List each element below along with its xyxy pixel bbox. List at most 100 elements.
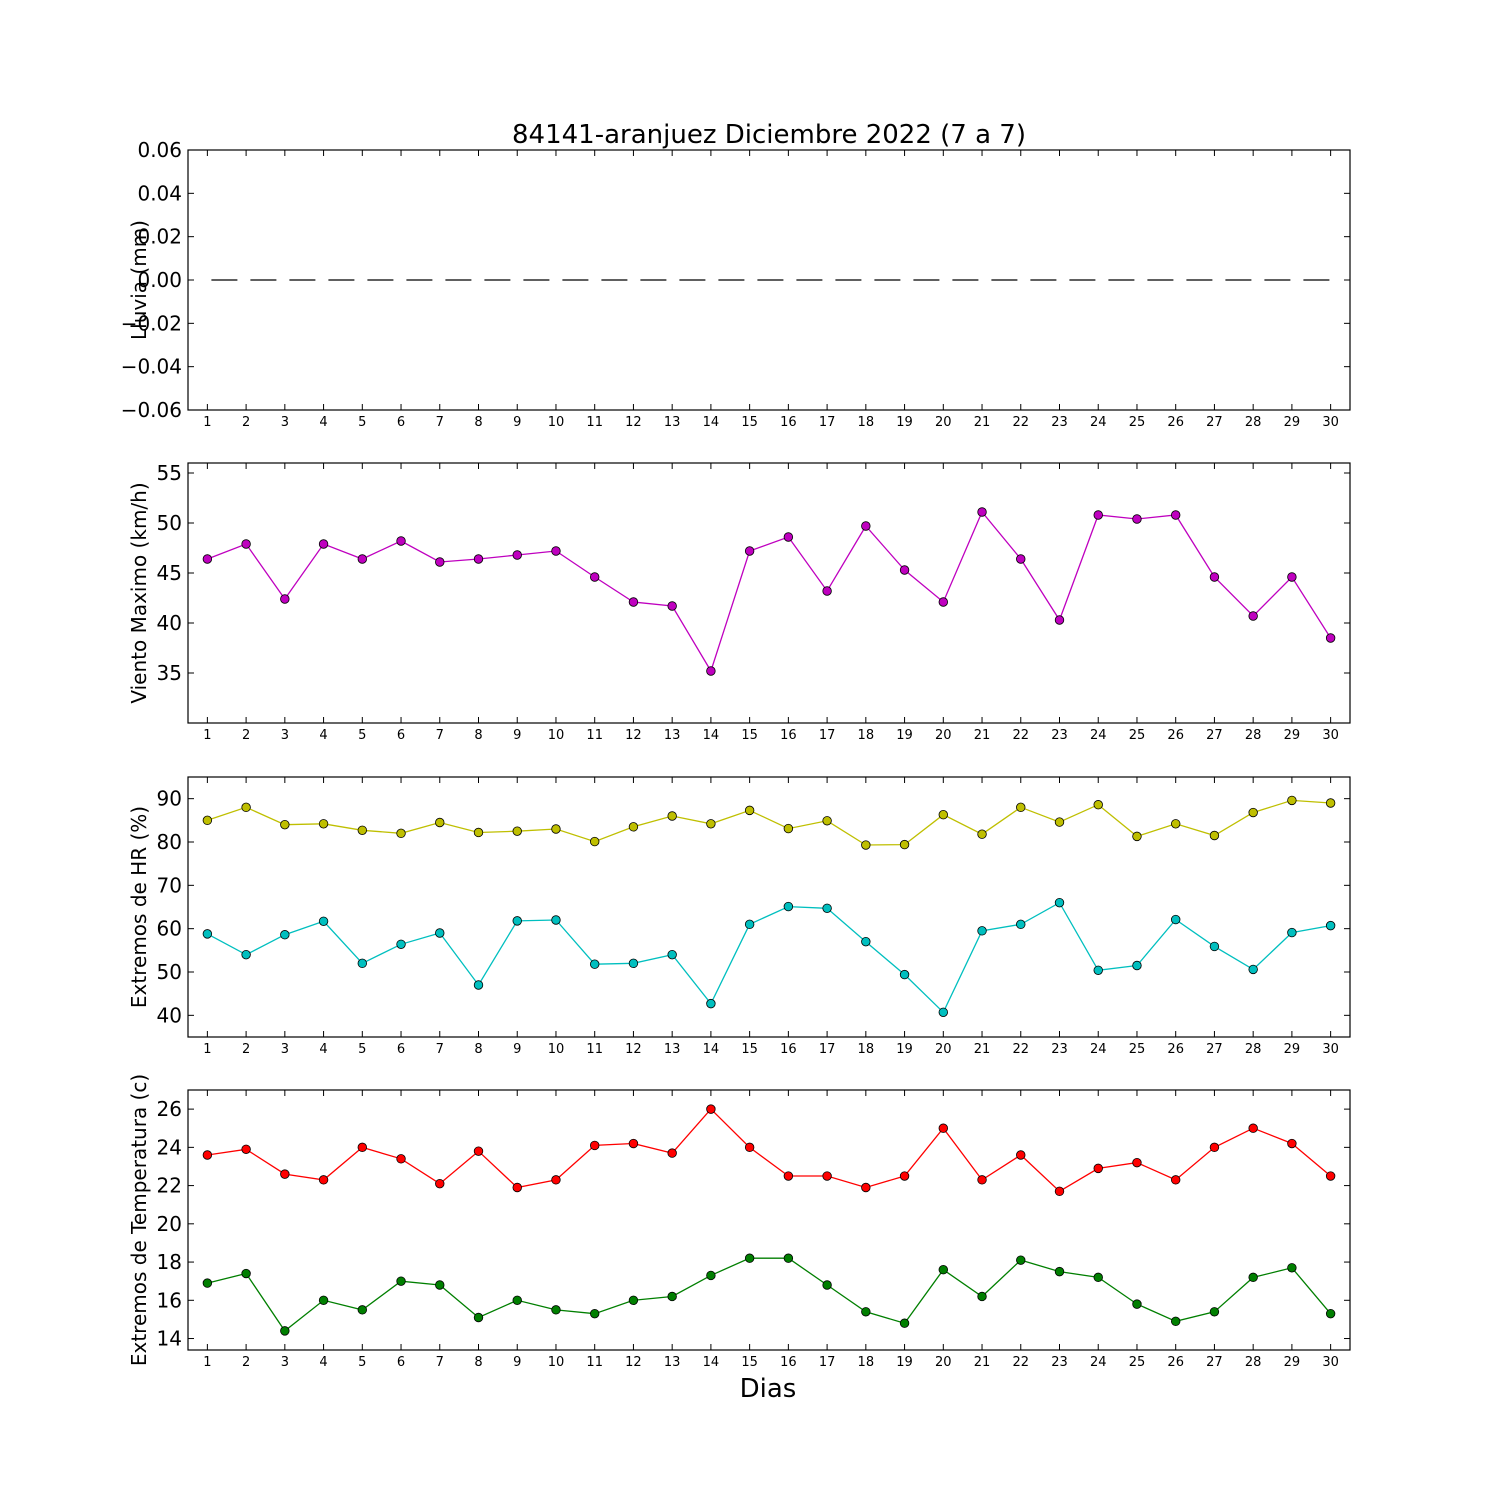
data-point	[357, 554, 368, 564]
y-tick-label: 80	[157, 830, 182, 854]
data-point	[202, 1150, 213, 1160]
x-tick-label: 26	[1167, 415, 1184, 430]
x-tick-label: 25	[1129, 1042, 1146, 1057]
x-tick-label: 10	[548, 1042, 565, 1057]
plot-frame	[187, 462, 1351, 724]
x-tick-label: 23	[1051, 415, 1068, 430]
x-tick-label: 15	[741, 1042, 758, 1057]
x-tick-label: 6	[397, 728, 405, 743]
x-tick-label: 1	[203, 1355, 211, 1370]
data-point	[590, 572, 600, 582]
data-point	[1209, 1142, 1220, 1153]
x-tick-label: 17	[819, 1355, 836, 1370]
data-point	[667, 811, 677, 821]
data-point	[1132, 1299, 1142, 1309]
data-point	[1287, 1138, 1297, 1149]
x-tick-label: 21	[974, 1042, 991, 1057]
x-tick-label: 27	[1206, 728, 1223, 743]
x-tick-label: 27	[1206, 1355, 1223, 1370]
data-point	[512, 1295, 522, 1305]
data-point	[744, 919, 755, 930]
data-point	[318, 1175, 329, 1185]
data-point	[1170, 819, 1181, 829]
x-tick-label: 29	[1284, 415, 1301, 430]
x-tick-label: 12	[625, 1355, 642, 1370]
data-point	[1209, 830, 1220, 841]
data-point	[1325, 1308, 1336, 1319]
x-tick-label: 18	[858, 1042, 875, 1057]
x-tick-label: 28	[1245, 415, 1262, 430]
data-point	[706, 1270, 716, 1281]
data-point	[861, 521, 871, 531]
y-axis-label: Lluvia (mm)	[127, 220, 151, 340]
data-point	[1132, 960, 1142, 971]
data-point	[706, 1104, 716, 1114]
x-tick-label: 6	[397, 1042, 405, 1057]
y-tick-label: 22	[157, 1174, 182, 1198]
y-tick-label: 50	[157, 511, 182, 535]
x-tick-label: 20	[935, 728, 952, 743]
data-point	[1016, 919, 1026, 930]
x-tick-label: 10	[548, 1355, 565, 1370]
panel-1: 0.060.040.020.00−0.02−0.04−0.061 2 3 4 5 6 7 8 9…	[121, 138, 1351, 430]
data-point	[1016, 802, 1026, 813]
x-tick-label: 18	[858, 728, 875, 743]
x-tick-label: 9	[513, 1042, 521, 1057]
y-tick-label: 55	[157, 461, 182, 485]
x-tick-label: 28	[1245, 1042, 1262, 1057]
x-tick-label: 7	[436, 415, 444, 430]
x-tick-label: 7	[436, 1355, 444, 1370]
x-tick-label: 20	[935, 1355, 952, 1370]
y-tick-label: 35	[157, 661, 182, 685]
data-point	[1093, 1272, 1103, 1283]
series-line	[207, 1257, 1332, 1332]
data-point	[1170, 1316, 1181, 1327]
x-tick-label: 3	[281, 415, 289, 430]
data-point	[1209, 941, 1220, 952]
x-tick-label: 16	[780, 1042, 797, 1057]
data-point	[938, 1123, 949, 1133]
data-point	[783, 1253, 794, 1263]
y-axis-label: Extremos de HR (%)	[127, 806, 151, 1008]
data-point	[977, 926, 987, 936]
y-tick-label: 14	[157, 1327, 182, 1351]
data-point	[938, 597, 949, 607]
data-point	[1054, 897, 1065, 908]
y-tick-label: 45	[157, 561, 182, 585]
series-line	[207, 1108, 1332, 1193]
x-tick-label: 10	[548, 728, 565, 743]
x-tick-label: 2	[242, 728, 250, 743]
data-point	[318, 1295, 329, 1305]
data-point	[1248, 807, 1258, 818]
y-tick-label: 24	[157, 1135, 182, 1159]
data-point	[590, 1140, 600, 1151]
panels: 0.060.040.020.00−0.02−0.04−0.061 2 3 4 5 6 7 8 9…	[121, 138, 1351, 1370]
data-point	[280, 819, 290, 830]
data-point	[202, 554, 213, 564]
x-tick-label: 27	[1206, 1042, 1223, 1057]
data-point	[435, 928, 445, 938]
x-tick-label: 26	[1167, 1042, 1184, 1057]
x-tick-label: 14	[703, 1355, 720, 1370]
data-point	[1093, 800, 1103, 810]
x-tick-label: 15	[741, 1355, 758, 1370]
x-tick-label: 16	[780, 728, 797, 743]
y-axis-label: Extremos de Temperatura (c)	[127, 1074, 151, 1366]
data-point	[1016, 1150, 1026, 1160]
x-tick-label: 22	[1012, 1355, 1029, 1370]
x-tick-label: 6	[397, 1355, 405, 1370]
x-tick-label: 21	[974, 728, 991, 743]
data-point	[706, 666, 716, 676]
data-point	[628, 1138, 639, 1149]
data-point	[280, 930, 290, 940]
x-tick-label: 23	[1051, 728, 1068, 743]
data-point	[435, 1280, 445, 1290]
y-tick-label: 60	[157, 917, 182, 941]
y-tick-label: 50	[157, 960, 182, 984]
x-tick-label: 22	[1012, 1042, 1029, 1057]
x-tick-label: 4	[319, 415, 327, 430]
x-tick-label: 24	[1090, 1042, 1107, 1057]
